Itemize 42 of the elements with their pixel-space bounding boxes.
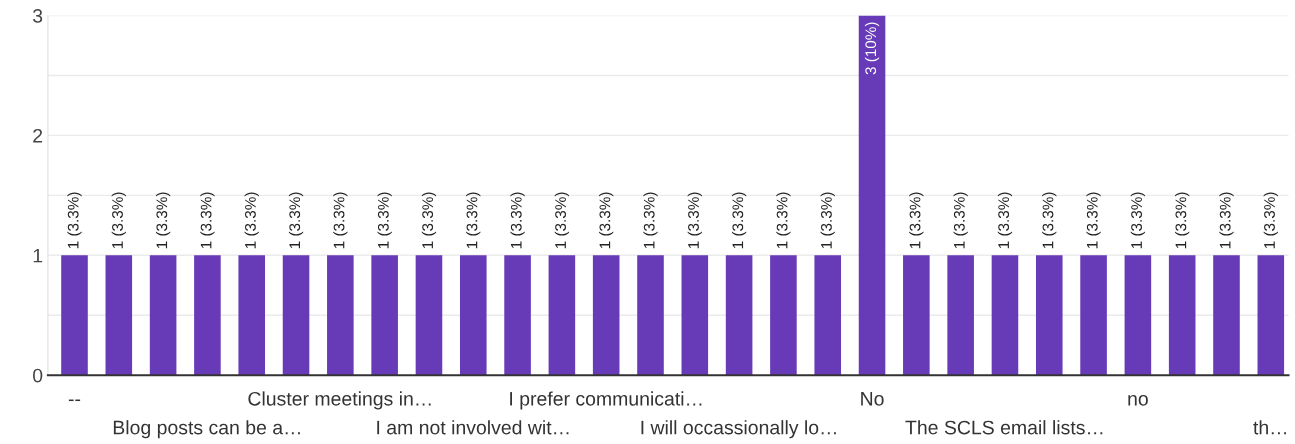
data-label: 1 (3.3%): [421, 192, 437, 249]
data-label: 1 (3.3%): [554, 192, 569, 249]
data-label: 1 (3.3%): [1086, 192, 1101, 249]
data-label: 1 (3.3%): [1219, 192, 1234, 249]
y-tick-label: 1: [33, 248, 43, 263]
x-tick-label: th…: [1253, 420, 1286, 435]
data-label: 1 (3.3%): [333, 192, 348, 249]
y-tick-label: 2: [33, 128, 43, 143]
data-label: 1 (3.3%): [599, 192, 614, 249]
x-tick-label: Blog posts can be a…: [113, 420, 300, 439]
data-label: 1 (3.3%): [466, 192, 481, 249]
data-label: 1 (3.3%): [1042, 192, 1057, 249]
data-label: 1 (3.3%): [244, 192, 259, 249]
x-tick-label: I prefer communicati…: [510, 391, 702, 410]
x-tick-label: --: [68, 399, 81, 402]
data-label: 1 (3.3%): [820, 192, 835, 249]
data-label: 1 (3.3%): [909, 192, 924, 249]
data-label: 1 (3.3%): [643, 192, 658, 249]
data-label: 1 (3.3%): [1263, 192, 1278, 249]
data-label: 1 (3.3%): [1130, 192, 1145, 249]
x-tick-label: I will occassionally lo…: [641, 420, 836, 439]
data-label: 1 (3.3%): [731, 192, 747, 249]
data-label: 1 (3.3%): [377, 192, 392, 249]
x-tick-label: No: [861, 392, 884, 406]
data-label: 1 (3.3%): [200, 192, 215, 249]
data-label: 1 (3.3%): [155, 192, 171, 249]
x-tick-label: no: [1128, 394, 1148, 406]
data-label: 1 (3.3%): [288, 192, 304, 249]
y-tick-label: 0: [33, 368, 43, 383]
x-tick-label: I am not involved wit…: [377, 420, 569, 435]
data-label: 1 (3.3%): [776, 192, 791, 249]
data-label: 1 (3.3%): [510, 192, 525, 249]
data-label: 1 (3.3%): [1175, 192, 1190, 249]
x-tick-label: The SCLS email lists…: [905, 420, 1103, 435]
data-label: 1 (3.3%): [687, 192, 702, 249]
data-label: 1 (3.3%): [997, 192, 1013, 249]
x-tick-label: Cluster meetings in…: [248, 391, 431, 410]
data-label: 1 (3.3%): [67, 192, 82, 249]
data-label: 3 (10%): [864, 22, 880, 75]
y-tick-label: 3: [32, 9, 43, 23]
data-label: 1 (3.3%): [111, 192, 126, 249]
data-label: 1 (3.3%): [953, 192, 968, 249]
